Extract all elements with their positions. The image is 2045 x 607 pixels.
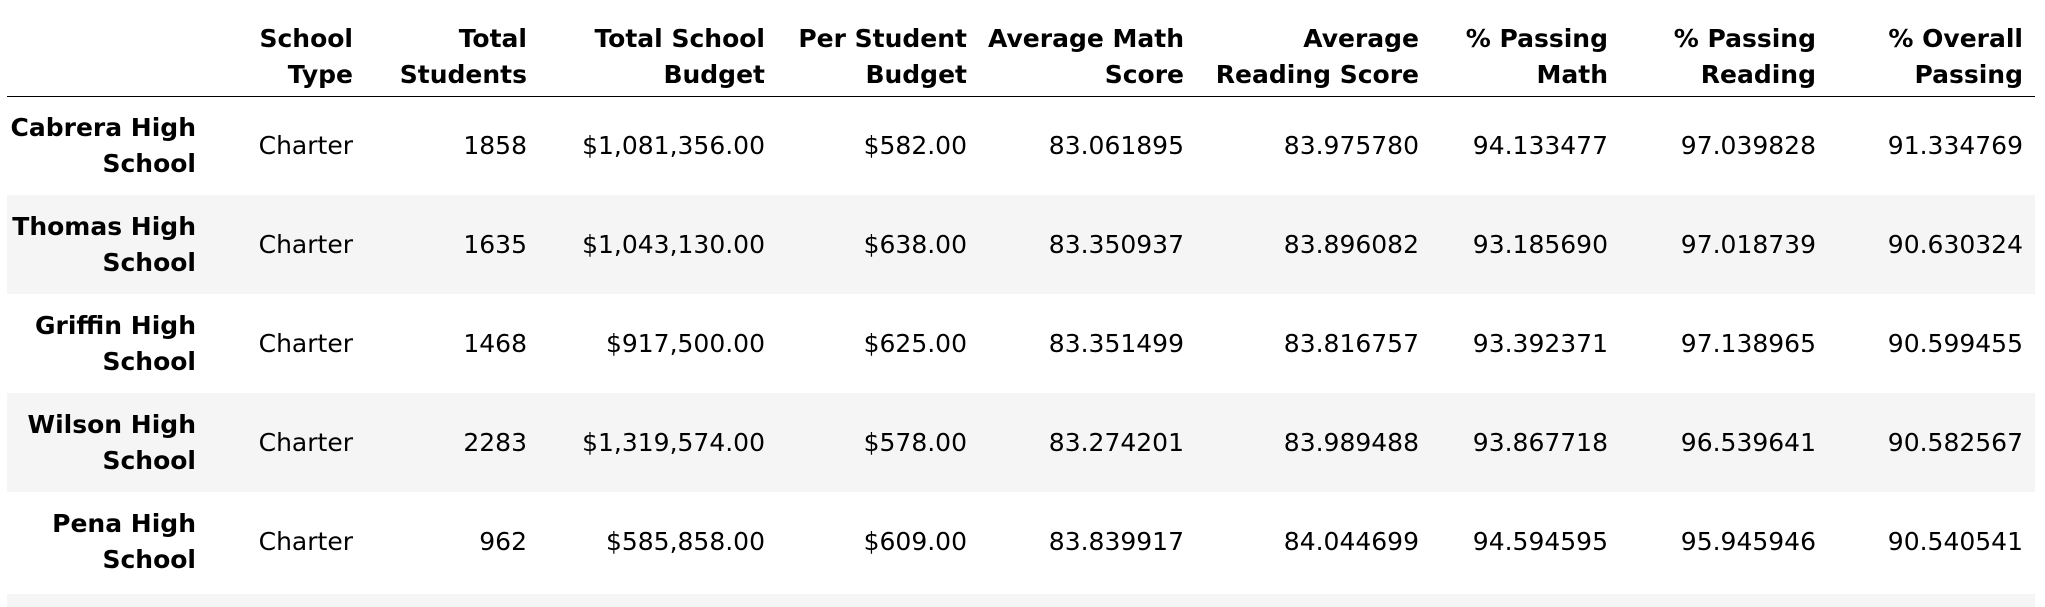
column-header-pct-math: % Passing Math (1431, 0, 1620, 97)
column-header-total-budget: Total School Budget (539, 0, 777, 97)
cell-total-budget: $585,858.00 (605, 527, 765, 556)
cell-pct-math: 93.867718 (1472, 428, 1608, 457)
row-index-school-name: Griffin High School (35, 310, 196, 376)
column-header-school-type: School Type (208, 0, 365, 97)
cell-school-type: Charter (258, 527, 353, 556)
cell-avg-reading: 83.816757 (1283, 329, 1419, 358)
cell-pct-reading: 95.945946 (1680, 527, 1816, 556)
header-row: School Type Total Students Total School Bu… (7, 0, 2035, 97)
column-header-per-student-budget: Per Student Budget (777, 0, 979, 97)
column-header-pct-overall: % Overall Passing (1828, 0, 2035, 97)
school-summary-table: School Type Total Students Total School Bu… (7, 0, 2035, 591)
table-header: School Type Total Students Total School Bu… (7, 0, 2035, 97)
cell-avg-reading: 83.975780 (1283, 131, 1419, 161)
dataframe-container: School Type Total Students Total School Bu… (7, 0, 2035, 591)
cell-total-students: 1858 (463, 131, 527, 161)
cell-pct-overall: 90.630324 (1887, 230, 2023, 259)
cell-pct-reading: 96.539641 (1680, 428, 1816, 457)
cell-pct-reading: 97.039828 (1680, 131, 1816, 161)
table-row: Thomas High School Charter 1635 $1,043,130.… (7, 195, 2035, 294)
column-header-avg-math: Average Math Score (979, 0, 1196, 97)
cell-per-student-budget: $625.00 (863, 329, 967, 358)
cell-total-budget: $1,319,574.00 (582, 428, 765, 457)
cell-pct-overall: 90.582567 (1887, 428, 2023, 457)
table-row: Griffin High School Charter 1468 $917,500.0… (7, 294, 2035, 393)
cell-total-students: 1635 (463, 230, 527, 259)
cell-pct-overall: 90.540541 (1887, 527, 2023, 556)
cell-total-budget: $917,500.00 (605, 329, 765, 358)
table-body: Cabrera High School Charter 1858 $1,081,356… (7, 96, 2035, 591)
row-index-school-name: Cabrera High School (10, 112, 197, 178)
cell-total-students: 1468 (463, 329, 527, 358)
cell-per-student-budget: $638.00 (863, 230, 967, 259)
cell-per-student-budget: $578.00 (863, 428, 967, 457)
cell-avg-reading: 83.989488 (1283, 428, 1419, 457)
cell-total-students: 962 (479, 527, 527, 556)
cell-pct-reading: 97.018739 (1680, 230, 1816, 259)
cell-avg-math: 83.061895 (1048, 131, 1184, 161)
cell-per-student-budget: $582.00 (863, 131, 967, 161)
column-header-avg-reading: Average Reading Score (1196, 0, 1431, 97)
cell-per-student-budget: $609.00 (863, 527, 967, 556)
cell-avg-reading: 83.896082 (1283, 230, 1419, 259)
column-header-total-students: Total Students (365, 0, 539, 97)
cell-avg-math: 83.274201 (1048, 428, 1184, 457)
cell-school-type: Charter (258, 428, 353, 457)
cell-pct-math: 94.594595 (1472, 527, 1608, 556)
row-index-school-name: Pena High School (52, 508, 196, 574)
cell-avg-math: 83.351499 (1048, 329, 1184, 358)
cell-avg-reading: 84.044699 (1283, 527, 1419, 556)
cell-pct-reading: 97.138965 (1680, 329, 1816, 358)
cell-school-type: Charter (258, 230, 353, 259)
cell-pct-math: 93.185690 (1472, 230, 1608, 259)
next-row-strip (7, 594, 2035, 607)
table-row: Cabrera High School Charter 1858 $1,081,356… (7, 96, 2035, 195)
row-index-school-name: Wilson High School (27, 409, 196, 475)
column-header-index (7, 0, 208, 97)
row-index-school-name: Thomas High School (12, 211, 196, 277)
cell-pct-math: 94.133477 (1472, 131, 1608, 161)
cell-school-type: Charter (258, 131, 353, 161)
table-row: Wilson High School Charter 2283 $1,319,574.… (7, 393, 2035, 492)
cell-pct-math: 93.392371 (1472, 329, 1608, 358)
cell-total-budget: $1,043,130.00 (582, 230, 765, 259)
cell-school-type: Charter (258, 329, 353, 358)
cell-avg-math: 83.350937 (1048, 230, 1184, 259)
cell-pct-overall: 91.334769 (1887, 131, 2023, 161)
cell-pct-overall: 90.599455 (1887, 329, 2023, 358)
column-header-pct-reading: % Passing Reading (1620, 0, 1828, 97)
cell-total-budget: $1,081,356.00 (582, 131, 765, 161)
cell-total-students: 2283 (463, 428, 527, 457)
cell-avg-math: 83.839917 (1048, 527, 1184, 556)
table-row: Pena High School Charter 962 $585,858.00 $60… (7, 492, 2035, 591)
